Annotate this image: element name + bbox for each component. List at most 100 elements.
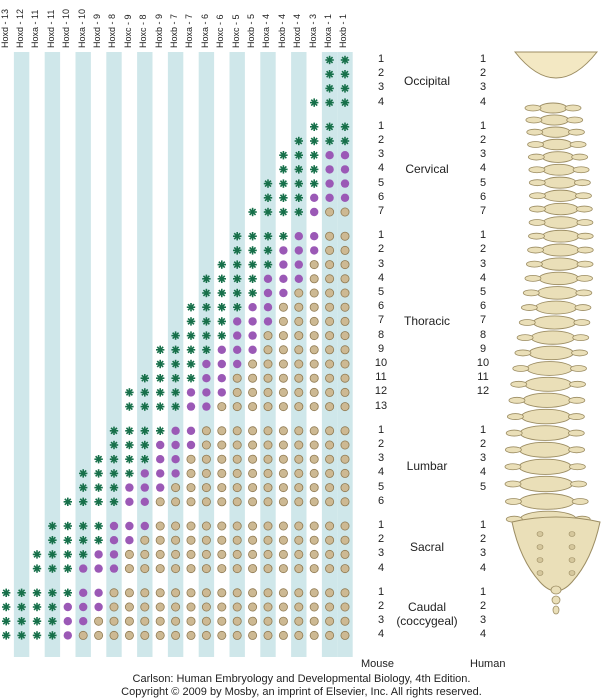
transverse-process [526, 260, 543, 268]
star-marker [233, 246, 242, 255]
gene-band [291, 52, 307, 657]
star-marker [248, 232, 257, 241]
star-marker [263, 179, 273, 188]
mouse-vertebra-number: 3 [377, 81, 385, 94]
tan-marker [309, 588, 319, 598]
tan-marker [201, 497, 211, 507]
vertebra [541, 151, 575, 163]
star-marker [340, 70, 350, 79]
star-marker [63, 550, 72, 559]
star-marker [125, 388, 134, 397]
star-marker [340, 136, 350, 146]
transverse-process [573, 319, 591, 326]
purple-marker [325, 179, 334, 188]
transverse-process [564, 104, 582, 112]
vertebra [528, 345, 575, 361]
human-column-label: Human [470, 658, 506, 670]
tan-marker [325, 535, 335, 545]
mouse-vertebra-number: 4 [377, 561, 385, 574]
tan-marker [217, 535, 227, 545]
tan-marker [325, 359, 335, 369]
purple-marker [294, 246, 303, 255]
tan-marker [217, 521, 227, 531]
star-marker [32, 588, 42, 597]
tan-marker [278, 359, 288, 369]
star-marker [340, 122, 350, 131]
star-marker [248, 260, 257, 269]
transverse-process [570, 365, 587, 372]
transverse-process [504, 463, 522, 471]
star-marker [140, 440, 149, 450]
purple-marker [186, 388, 196, 397]
mouse-vertebra-number: 5 [377, 286, 385, 298]
tan-marker [309, 359, 319, 369]
tan-marker [232, 440, 242, 450]
star-marker [109, 426, 119, 435]
purple-marker [217, 388, 226, 397]
tan-marker [232, 630, 242, 640]
star-marker [109, 455, 119, 464]
transverse-process [569, 141, 587, 148]
star-marker [325, 136, 334, 146]
tan-marker [248, 373, 258, 383]
tan-marker [248, 521, 258, 531]
purple-marker [233, 345, 242, 354]
tan-marker [309, 549, 319, 559]
tan-marker [124, 630, 134, 640]
tan-marker [309, 288, 319, 298]
tan-marker [340, 602, 350, 612]
tan-marker [309, 440, 319, 450]
purple-marker [63, 617, 72, 626]
mouse-vertebra-number: 1 [377, 229, 385, 242]
vertebra [542, 202, 579, 216]
star-marker [32, 617, 42, 626]
purple-marker [202, 388, 211, 397]
tan-marker [340, 260, 350, 270]
tan-marker [109, 602, 119, 612]
star-marker [17, 588, 26, 597]
tan-marker [340, 426, 350, 436]
star-marker [294, 193, 303, 202]
gene-band [260, 52, 276, 657]
purple-marker [140, 483, 149, 492]
tan-marker [263, 588, 273, 598]
transverse-process [528, 166, 546, 174]
purple-marker [325, 165, 334, 174]
star-marker [217, 317, 226, 326]
tan-marker [309, 426, 319, 436]
star-marker [140, 374, 149, 383]
purple-marker [94, 564, 103, 573]
star-marker [125, 440, 134, 450]
tan-marker [171, 549, 181, 559]
tan-marker [263, 359, 273, 369]
vertebra [539, 257, 580, 271]
vertebra [539, 114, 570, 126]
tan-marker [294, 497, 304, 507]
human-vertebra-number: 7 [479, 314, 487, 327]
star-marker [63, 497, 72, 506]
star-marker [186, 331, 196, 340]
tan-marker [155, 588, 165, 598]
star-marker [94, 536, 103, 545]
tan-marker [278, 426, 288, 436]
vertebra [536, 286, 579, 300]
tan-marker [248, 483, 258, 493]
tan-marker [278, 602, 288, 612]
sacral-foramen [568, 544, 576, 550]
vertebra [524, 376, 572, 392]
gene-band [106, 52, 122, 657]
tan-marker [294, 373, 304, 383]
purple-marker [140, 497, 149, 506]
tan-marker [309, 387, 319, 397]
transverse-process [524, 104, 542, 112]
tan-marker [294, 616, 304, 626]
transverse-process [571, 153, 589, 161]
transverse-process [575, 289, 593, 297]
gene-label: Hoxa - 11 [30, 9, 41, 48]
transverse-process [522, 289, 540, 297]
tan-marker [186, 616, 196, 626]
tan-marker [217, 402, 227, 412]
tan-marker [294, 630, 304, 640]
tan-marker [140, 602, 150, 612]
tan-marker [340, 440, 350, 450]
